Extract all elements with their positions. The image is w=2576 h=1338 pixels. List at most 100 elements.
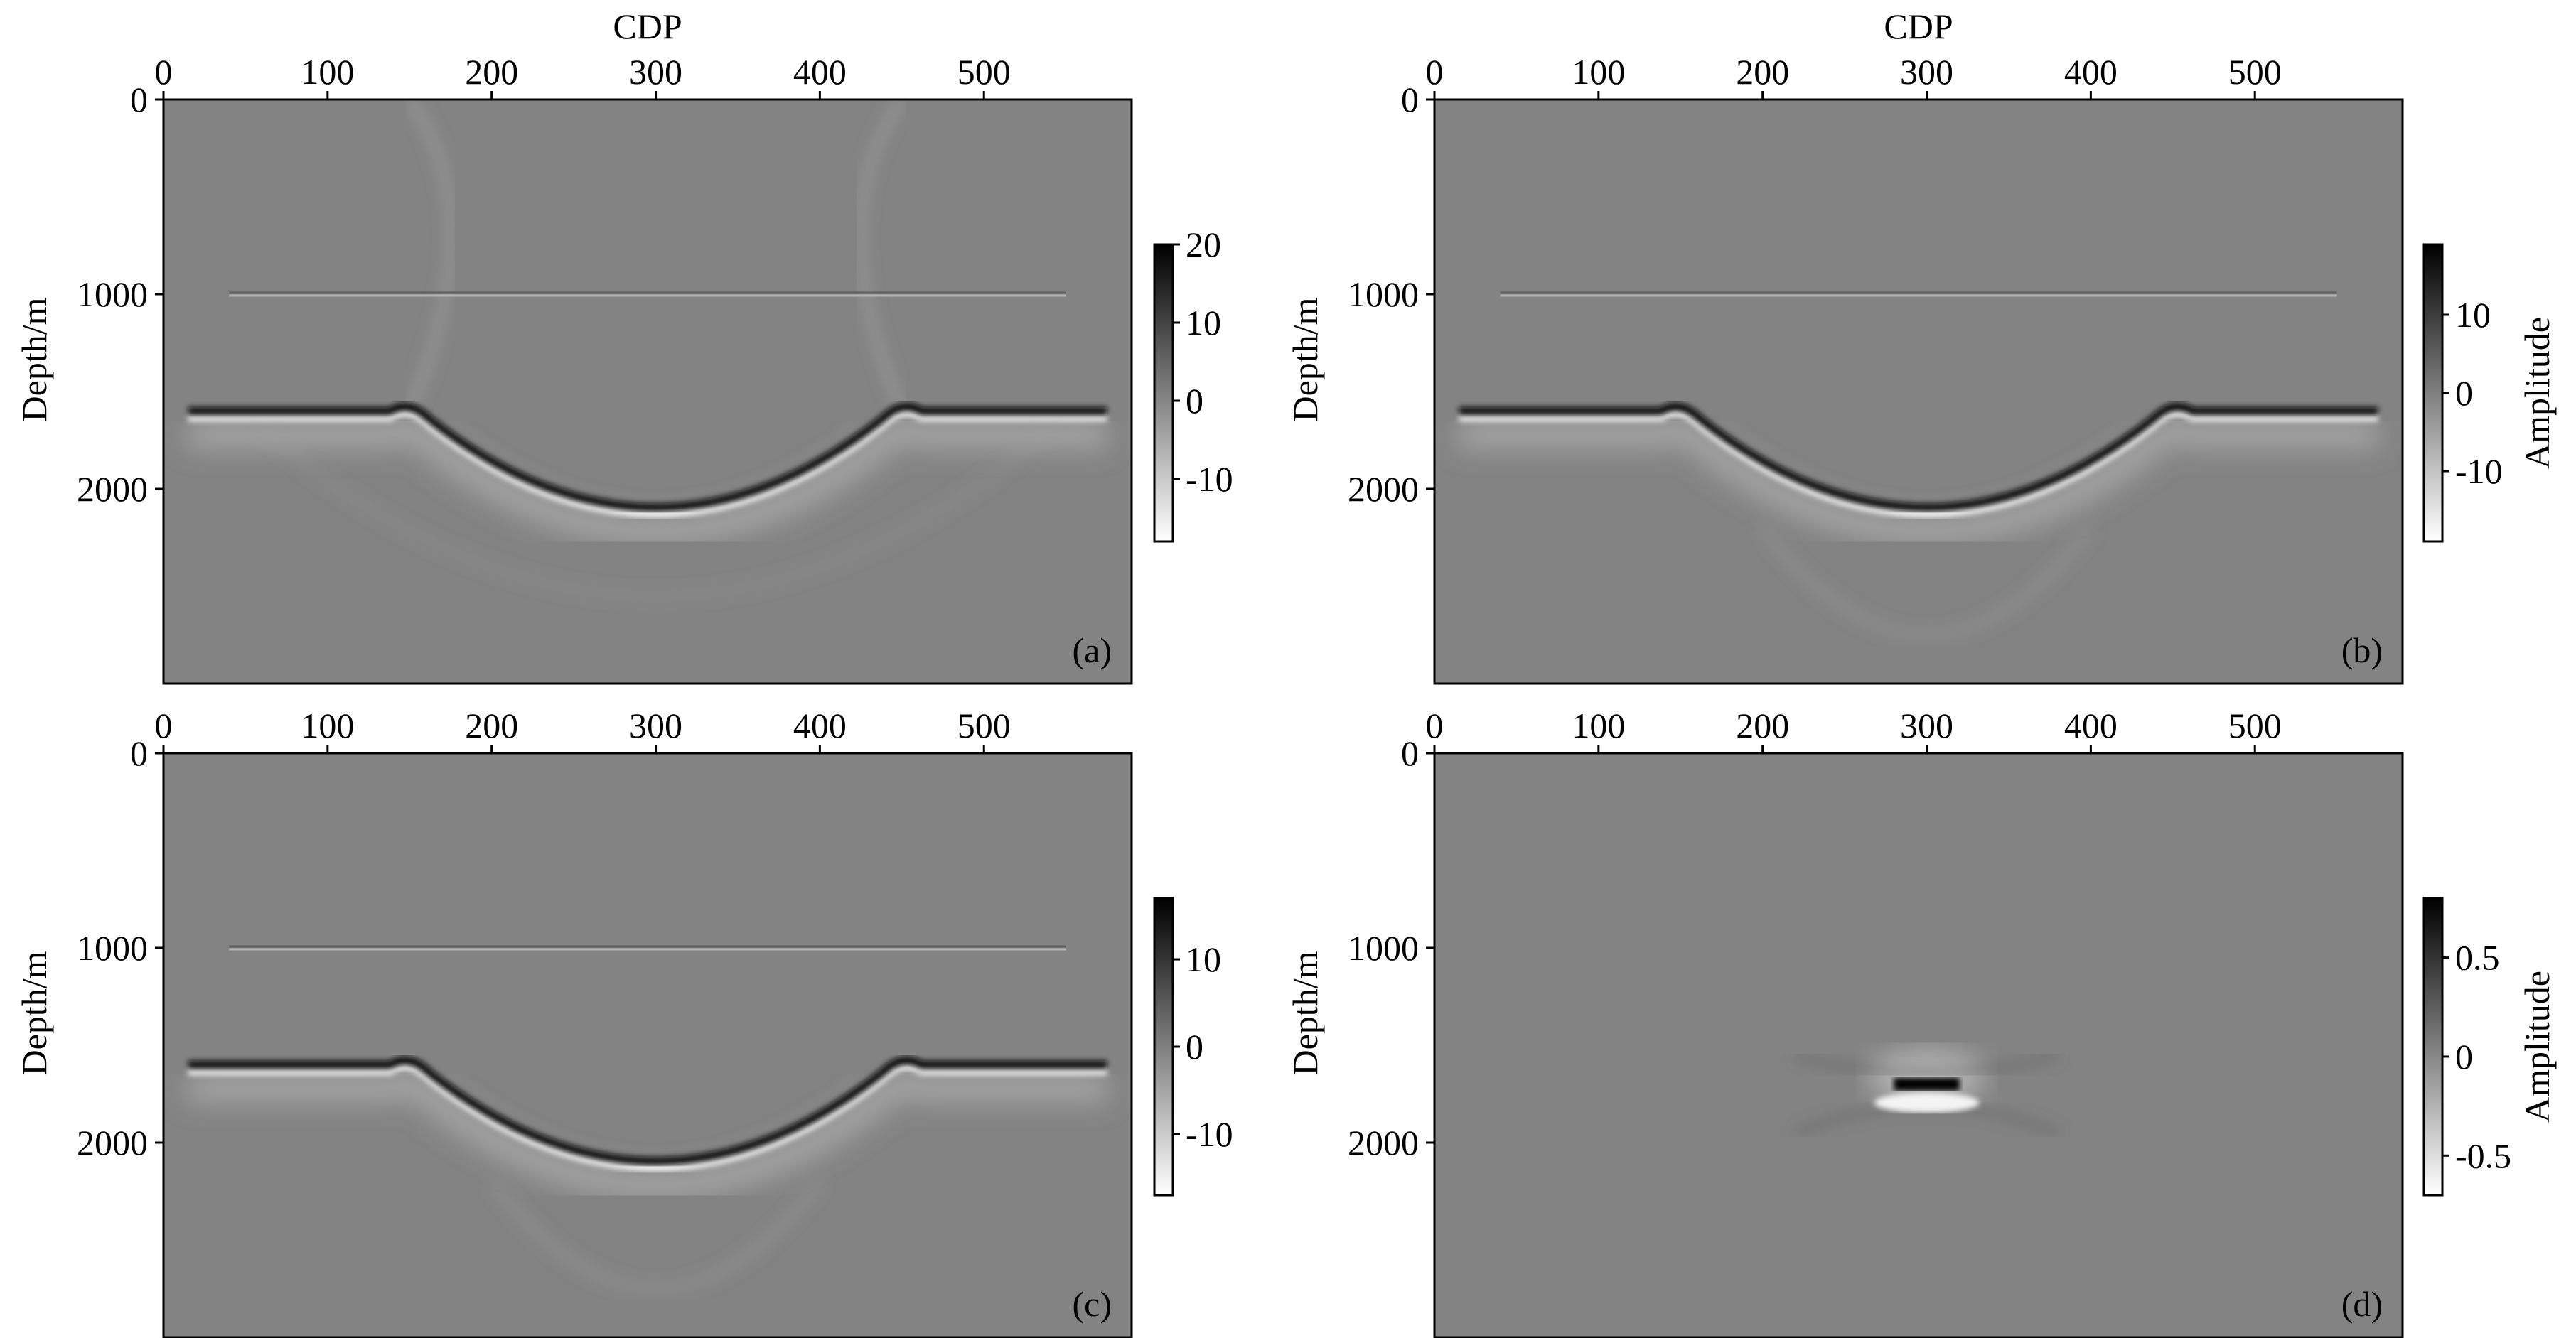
- reflector-halo: [1459, 419, 2378, 544]
- x-tick-label: 0: [155, 706, 173, 745]
- colorbar-gradient: [1153, 243, 1174, 543]
- reflector-halo: [188, 1072, 1107, 1198]
- colorbar-gradient: [2422, 897, 2444, 1197]
- x-tick-label: 300: [1900, 52, 1953, 92]
- x-tick-label: 300: [629, 706, 682, 745]
- panel-label: (a): [1073, 630, 1112, 670]
- difference-wing: [1795, 1053, 2059, 1076]
- colorbar-tick-label: -10: [1186, 1114, 1233, 1154]
- y-tick-label: 1000: [1348, 928, 1419, 968]
- plot-frame: [1433, 752, 2404, 1338]
- difference-halo: [1867, 1048, 1986, 1106]
- colorbar: 10 0 -10: [1153, 897, 1233, 1197]
- image-background: [163, 753, 1132, 1337]
- image-content: [1459, 291, 2378, 638]
- x-tick-label: 500: [957, 52, 1011, 92]
- x-tick-label: 100: [1572, 706, 1625, 745]
- y-tick-label: 0: [1401, 733, 1419, 773]
- x-tick-label: 500: [2228, 706, 2282, 745]
- colorbar-label: Amplitude: [2517, 971, 2557, 1123]
- colorbar-tick-label: 10: [2455, 295, 2491, 335]
- x-tick-label: 500: [2228, 52, 2282, 92]
- colorbar: 10 0 -10 Amplitude: [2422, 243, 2557, 543]
- x-tick-label: 400: [2064, 52, 2118, 92]
- panel-a: 0 100 200 300 400 500010002000CDPDepth/m(a)20…: [14, 6, 1233, 685]
- image-background: [163, 99, 1132, 684]
- x-tick-label: 0: [1426, 52, 1444, 92]
- reflector-halo: [188, 419, 1107, 544]
- y-axis-label: Depth/m: [14, 297, 54, 421]
- x-tick-label: 200: [465, 52, 518, 92]
- plot-frame: [162, 98, 1133, 685]
- x-axis-label: CDP: [613, 6, 682, 46]
- x-tick-label: 100: [301, 52, 354, 92]
- x-tick-label: 0: [1426, 706, 1444, 745]
- image-background: [1434, 99, 2403, 684]
- y-tick-label: 1000: [1348, 274, 1419, 314]
- image-content: [1794, 1048, 2059, 1136]
- panel-label: (c): [1073, 1284, 1112, 1324]
- y-tick-label: 0: [130, 733, 148, 773]
- y-tick-label: 2000: [77, 1123, 148, 1162]
- colorbar-tick-label: 0: [1186, 381, 1203, 421]
- colorbar-gradient: [1153, 897, 1174, 1197]
- x-tick-label: 400: [793, 706, 847, 745]
- reflector-black-lobe: [188, 1056, 1107, 1165]
- difference-event-white: [1874, 1092, 1980, 1113]
- reflector-black-lobe: [188, 402, 1107, 512]
- y-tick-label: 2000: [1348, 1123, 1419, 1162]
- artifact-arc: [260, 428, 1051, 598]
- plot-frame: [162, 752, 1133, 1338]
- colorbar-tick-label: 10: [1186, 303, 1221, 342]
- y-axis-label: Depth/m: [1285, 297, 1325, 421]
- artifact-arc: [857, 99, 906, 413]
- x-axis-label: CDP: [1884, 6, 1953, 46]
- reflector-white-lobe: [1459, 409, 2378, 518]
- x-tick-label: 100: [301, 706, 354, 745]
- y-tick-label: 1000: [77, 274, 148, 314]
- colorbar-tick-label: -10: [2455, 451, 2503, 491]
- x-tick-label: 200: [1736, 52, 1789, 92]
- y-tick-label: 0: [1401, 80, 1419, 119]
- colorbar-tick-label: -0.5: [2455, 1135, 2511, 1175]
- colorbar-tick-label: -10: [1186, 459, 1233, 499]
- y-tick-label: 2000: [77, 469, 148, 509]
- colorbar-tick-label: 0: [2455, 1037, 2473, 1077]
- image-content: [188, 99, 1107, 598]
- x-tick-label: 200: [465, 706, 518, 745]
- x-tick-label: 200: [1736, 706, 1789, 745]
- artifact-arc: [1760, 526, 2093, 638]
- x-tick-label: 300: [629, 52, 682, 92]
- colorbar-tick-label: 10: [1186, 939, 1221, 979]
- difference-event-black: [1894, 1077, 1960, 1091]
- x-tick-label: 0: [155, 52, 173, 92]
- x-tick-label: 100: [1572, 52, 1625, 92]
- panel-label: (d): [2341, 1284, 2383, 1324]
- artifact-arc: [406, 99, 454, 413]
- y-tick-label: 1000: [77, 928, 148, 968]
- y-tick-label: 2000: [1348, 469, 1419, 509]
- image-content: [188, 945, 1107, 1292]
- x-tick-label: 300: [1900, 706, 1953, 745]
- reflector-white-lobe: [188, 1062, 1107, 1172]
- x-tick-label: 500: [957, 706, 1011, 745]
- colorbar-gradient: [2422, 243, 2444, 543]
- panel-label: (b): [2341, 630, 2383, 670]
- reflector-black-lobe: [1459, 402, 2378, 512]
- colorbar-tick-label: 0: [1186, 1027, 1203, 1067]
- y-axis-label: Depth/m: [14, 951, 54, 1075]
- panel-b: 0 100 200 300 400 500010002000CDPDepth/m(b)10…: [1285, 6, 2557, 685]
- y-axis-label: Depth/m: [1285, 951, 1325, 1075]
- colorbar-tick-label: 0: [2455, 373, 2473, 413]
- x-tick-label: 400: [793, 52, 847, 92]
- panel-d: 0 100 200 300 400 500 0 1000 2000 Depth/m (d) 0.5 0 -…: [1285, 706, 2557, 1338]
- y-tick-label: 0: [130, 80, 148, 119]
- colorbar-tick-label: 0.5: [2455, 938, 2500, 978]
- panel-c: 0 100 200 300 400 500010002000Depth/m(c)100-1…: [14, 706, 1233, 1338]
- reflector-white-lobe: [188, 409, 1107, 518]
- plot-frame: [1433, 98, 2404, 685]
- colorbar-tick-label: 20: [1186, 225, 1221, 264]
- x-tick-label: 400: [2064, 706, 2118, 745]
